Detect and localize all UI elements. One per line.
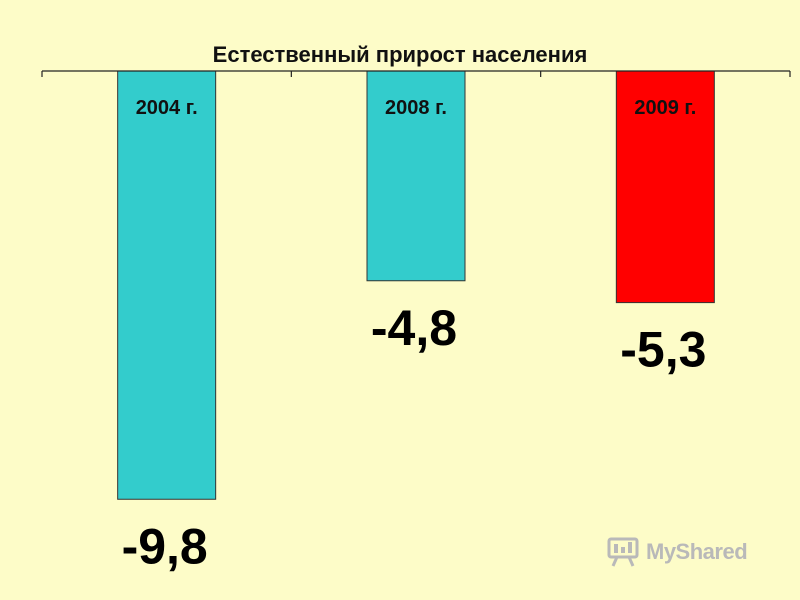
category-label-0: 2004 г. — [136, 97, 198, 119]
chart-title: Естественный прирост населения — [212, 42, 588, 67]
labels-layer: 2004 г. -9,8 2008 г. -4,8 2009 г. -5,3 — [122, 97, 707, 574]
watermark: MyShared — [606, 536, 748, 568]
value-label-2: -5,3 — [620, 322, 706, 378]
myshared-logo-icon — [607, 537, 639, 567]
bar-1 — [366, 70, 466, 282]
category-label-1: 2008 г. — [385, 97, 447, 119]
axis-layer — [41, 70, 791, 77]
value-label-1: -4,8 — [371, 300, 457, 356]
bars-layer — [117, 70, 715, 500]
watermark-text: MyShared — [646, 539, 748, 564]
bar-0 — [117, 70, 217, 500]
category-label-2: 2009 г. — [634, 97, 696, 119]
value-label-0: -9,8 — [122, 518, 208, 574]
